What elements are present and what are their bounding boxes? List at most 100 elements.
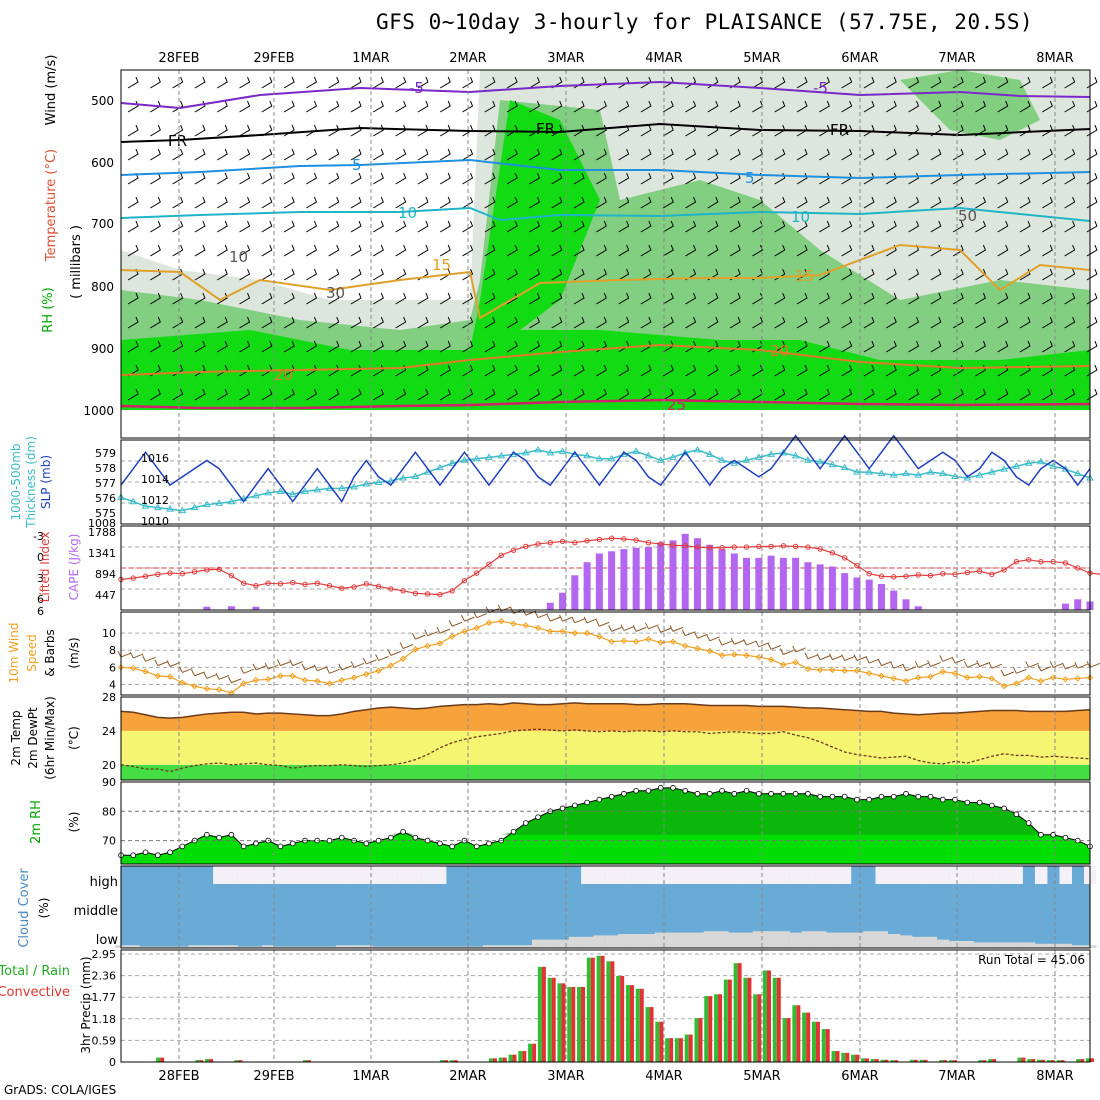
precip-total-bar (234, 1060, 239, 1062)
wind-barb (930, 292, 942, 305)
lifted-index-point (486, 561, 492, 567)
precip-total-bar (488, 1058, 493, 1062)
cloud-low-gap (985, 942, 999, 948)
wind-barb (529, 172, 541, 185)
wind-barb (930, 388, 942, 401)
date-label-top-8MAR: 8MAR (1036, 51, 1073, 66)
lifted-index-point (437, 591, 443, 598)
wind10m-point (1000, 682, 1008, 690)
wind10m-barb (657, 626, 671, 633)
wind-barb (283, 76, 295, 89)
wind-barb (239, 76, 251, 89)
thickness-point (681, 448, 690, 456)
wind-barb (306, 316, 318, 329)
precip-total-bar (723, 979, 728, 1062)
wind-barb (462, 316, 474, 329)
precip-convective-bar (884, 1059, 889, 1062)
wind-barb (908, 268, 920, 281)
wind-barb (417, 316, 429, 329)
wind-barb (439, 388, 451, 401)
wind-barb (506, 340, 518, 353)
wind-barb (261, 388, 273, 401)
wind-barb (707, 196, 719, 209)
cape-bar (644, 546, 652, 610)
precip-tick-2.36: 2.36 (92, 970, 117, 983)
wind-barb (484, 316, 496, 329)
wind-barb (685, 364, 697, 377)
wind-barb (529, 220, 541, 233)
cape-tick-447: 447 (95, 589, 116, 602)
wind-barb (395, 268, 407, 281)
cloud-low-gap (556, 939, 570, 948)
wind-barb (885, 172, 897, 185)
precip-total-bar (528, 1043, 533, 1062)
wind-barb (306, 292, 318, 305)
cloud-low-gap (397, 946, 410, 948)
wind-barb (462, 292, 474, 305)
cape-bar (706, 544, 714, 610)
cloud-low-gap (801, 931, 815, 948)
wind-barb (841, 316, 853, 329)
wind-barb (819, 244, 830, 257)
precip-convective-bar (209, 1059, 214, 1062)
precip-convective-bar (718, 994, 723, 1062)
cloud-low-gap (998, 942, 1011, 948)
wind-barb (172, 196, 184, 209)
ylabel-cloud-units: (%) (37, 898, 51, 919)
lifted-index-point (326, 583, 333, 589)
cloud-low-gap (912, 936, 925, 948)
precip-total-bar (939, 1060, 944, 1062)
cloud-low-gap (544, 939, 557, 948)
wind-barb (373, 220, 384, 233)
wind-barb (439, 292, 451, 305)
cloud-low-gap (838, 932, 852, 948)
lifted-index-point (940, 571, 946, 577)
wind-barb (662, 292, 674, 305)
wind-barb (283, 172, 295, 185)
rh2m-point (363, 840, 370, 847)
wind-barb (885, 316, 897, 329)
wind-barb (952, 364, 964, 377)
cloud-low-gap (617, 934, 631, 948)
rh2m-point (903, 790, 909, 797)
precip-total-bar (978, 1060, 983, 1062)
thickness-point (399, 474, 407, 481)
wind-barb (484, 364, 496, 377)
wind-barb (863, 100, 875, 113)
wind10m-barb (362, 657, 377, 665)
wind-barb (194, 388, 206, 401)
wind-barb (172, 100, 184, 113)
wind-barb (216, 220, 228, 233)
thickness-point (558, 447, 567, 454)
precip-convective-bar (1080, 1059, 1085, 1062)
wind10m-barb (448, 620, 463, 627)
wind-barb (1064, 340, 1076, 353)
wind-barb (819, 292, 830, 305)
wind-barb (239, 148, 251, 161)
lifted-index-point (964, 569, 971, 576)
wind-barb (350, 172, 362, 185)
thickness-point (938, 469, 947, 477)
wind-barb (752, 244, 764, 257)
wind10m-barb (1025, 661, 1039, 668)
thickness-point (656, 456, 665, 463)
wind-barb (150, 292, 161, 305)
lifted-tick-6: 6 (37, 593, 44, 606)
precip-convective-bar (835, 1051, 840, 1062)
wind-barb (551, 100, 563, 113)
precip-total-bar (792, 1005, 797, 1062)
wind10m-point (915, 674, 922, 681)
wind10m-barb (743, 638, 757, 646)
wind10m-barb (890, 661, 904, 669)
cloud-high-gap (801, 866, 815, 884)
wind10m-point (252, 676, 260, 684)
wind-barb (439, 172, 451, 185)
precip-total-bar (1076, 1059, 1081, 1062)
wind-barb (216, 172, 228, 185)
wind-barb (640, 292, 652, 305)
wind10m-point (755, 653, 763, 661)
wind-barb (462, 220, 474, 233)
wind-barb (640, 148, 652, 161)
wind-barb (618, 292, 630, 305)
wind-barb (306, 388, 318, 401)
